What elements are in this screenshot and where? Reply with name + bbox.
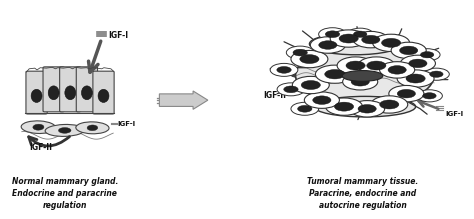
Circle shape: [423, 68, 449, 80]
Text: IGF-I: IGF-I: [446, 111, 464, 117]
Circle shape: [354, 31, 367, 37]
Circle shape: [409, 59, 427, 68]
Ellipse shape: [87, 125, 98, 131]
Ellipse shape: [45, 124, 84, 136]
FancyBboxPatch shape: [43, 67, 64, 112]
Circle shape: [330, 30, 367, 47]
Circle shape: [292, 76, 329, 94]
FancyBboxPatch shape: [93, 71, 114, 114]
Ellipse shape: [33, 124, 44, 130]
Circle shape: [270, 63, 298, 76]
Circle shape: [291, 50, 328, 68]
Circle shape: [380, 62, 415, 78]
Circle shape: [286, 46, 314, 59]
FancyBboxPatch shape: [26, 71, 47, 114]
Ellipse shape: [296, 44, 434, 107]
Ellipse shape: [21, 121, 55, 134]
Circle shape: [277, 67, 291, 73]
Circle shape: [310, 37, 346, 53]
Ellipse shape: [342, 71, 383, 81]
Ellipse shape: [65, 86, 76, 100]
Ellipse shape: [82, 86, 92, 100]
Circle shape: [319, 28, 346, 41]
Circle shape: [429, 71, 443, 77]
Circle shape: [351, 78, 369, 86]
Circle shape: [353, 31, 388, 48]
Circle shape: [382, 38, 401, 47]
Circle shape: [423, 93, 436, 99]
Circle shape: [358, 57, 395, 74]
Ellipse shape: [31, 89, 42, 102]
Text: Normal mammary gland.
Endocrine and paracrine
regulation: Normal mammary gland. Endocrine and para…: [11, 177, 118, 210]
Circle shape: [391, 42, 426, 59]
Ellipse shape: [48, 86, 59, 100]
Ellipse shape: [314, 96, 416, 117]
Circle shape: [373, 34, 410, 51]
Ellipse shape: [76, 122, 109, 134]
Circle shape: [397, 89, 416, 98]
Circle shape: [389, 85, 424, 102]
Ellipse shape: [98, 89, 109, 102]
Circle shape: [284, 86, 298, 93]
Circle shape: [277, 83, 305, 96]
Circle shape: [397, 70, 434, 87]
Circle shape: [300, 55, 319, 64]
Text: IGF-I: IGF-I: [109, 31, 129, 40]
Circle shape: [291, 102, 319, 115]
Circle shape: [388, 66, 406, 74]
Text: IGF-I: IGF-I: [117, 121, 135, 127]
Circle shape: [401, 55, 436, 72]
Circle shape: [335, 102, 354, 111]
Circle shape: [325, 31, 340, 38]
Circle shape: [319, 41, 337, 49]
Circle shape: [315, 65, 354, 83]
Text: IGF-II: IGF-II: [263, 91, 286, 100]
Text: Tumoral mammary tissue.
Paracrine, endocrine and
autocrine regulation: Tumoral mammary tissue. Paracrine, endoc…: [307, 177, 418, 210]
Circle shape: [313, 96, 331, 104]
Circle shape: [326, 98, 363, 115]
Text: IGF-II: IGF-II: [29, 143, 52, 152]
Circle shape: [380, 100, 399, 109]
Circle shape: [358, 104, 376, 113]
Circle shape: [400, 46, 418, 55]
Circle shape: [420, 52, 434, 58]
Circle shape: [304, 92, 339, 108]
Circle shape: [298, 105, 312, 112]
Circle shape: [293, 49, 307, 56]
Circle shape: [371, 96, 408, 113]
FancyArrow shape: [159, 91, 208, 109]
Circle shape: [325, 69, 345, 79]
Circle shape: [339, 34, 358, 43]
Circle shape: [417, 90, 442, 102]
Ellipse shape: [58, 127, 71, 133]
Circle shape: [343, 74, 378, 90]
Circle shape: [347, 28, 373, 40]
Circle shape: [301, 81, 320, 90]
Circle shape: [362, 35, 380, 44]
Circle shape: [350, 101, 385, 117]
Circle shape: [406, 74, 425, 83]
Ellipse shape: [310, 33, 402, 55]
FancyBboxPatch shape: [60, 67, 81, 112]
FancyBboxPatch shape: [76, 67, 98, 112]
Circle shape: [414, 49, 440, 61]
Circle shape: [367, 61, 386, 70]
Circle shape: [346, 61, 365, 70]
Circle shape: [337, 57, 374, 74]
